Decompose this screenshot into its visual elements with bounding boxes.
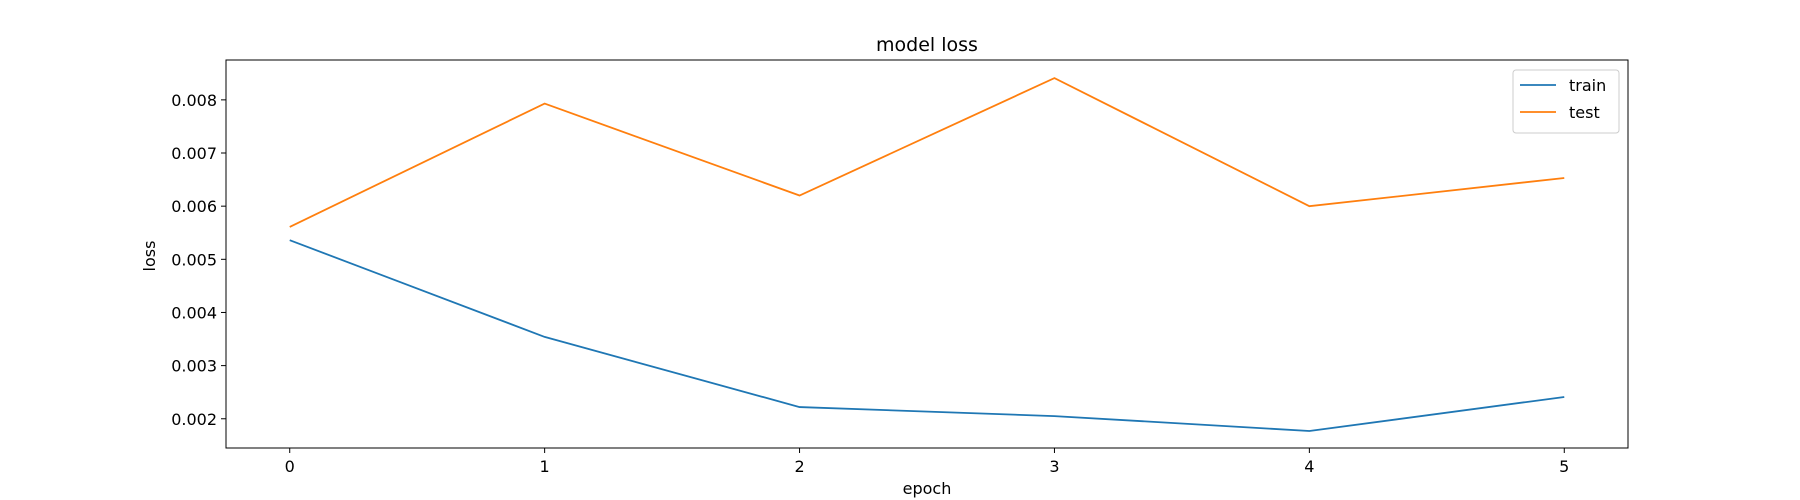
x-tick-label-4: 4 [1304,457,1314,476]
x-tick-label-2: 2 [794,457,804,476]
y-tick-label-0.006: 0.006 [171,197,217,216]
y-tick-label-0.004: 0.004 [171,303,217,322]
x-axis-label: epoch [903,479,952,498]
y-tick-label-0.003: 0.003 [171,357,217,376]
series-line-train [289,239,1565,432]
series-line-test [289,77,1565,228]
x-tick-label-3: 3 [1049,457,1059,476]
chart-title: model loss [876,34,978,56]
plot-frame [225,59,1629,449]
legend-label-test: test [1569,103,1600,122]
y-tick-label-0.005: 0.005 [171,250,217,269]
plot-area [225,59,1629,449]
y-tick-label-0.008: 0.008 [171,91,217,110]
axis-labels: model loss epoch loss [140,34,978,498]
x-tick-label-5: 5 [1559,457,1569,476]
y-tick-label-0.007: 0.007 [171,144,217,163]
x-tick-label-0: 0 [285,457,295,476]
legend-label-train: train [1569,76,1606,95]
x-tick-label-1: 1 [540,457,550,476]
axis-ticks: 0 1 2 3 4 5 0.002 0.003 0.004 0.005 0.006 0.007 0.00… [171,91,1569,476]
legend: train test [1512,69,1620,134]
y-axis-label: loss [140,241,159,272]
y-tick-label-0.002: 0.002 [171,410,217,429]
